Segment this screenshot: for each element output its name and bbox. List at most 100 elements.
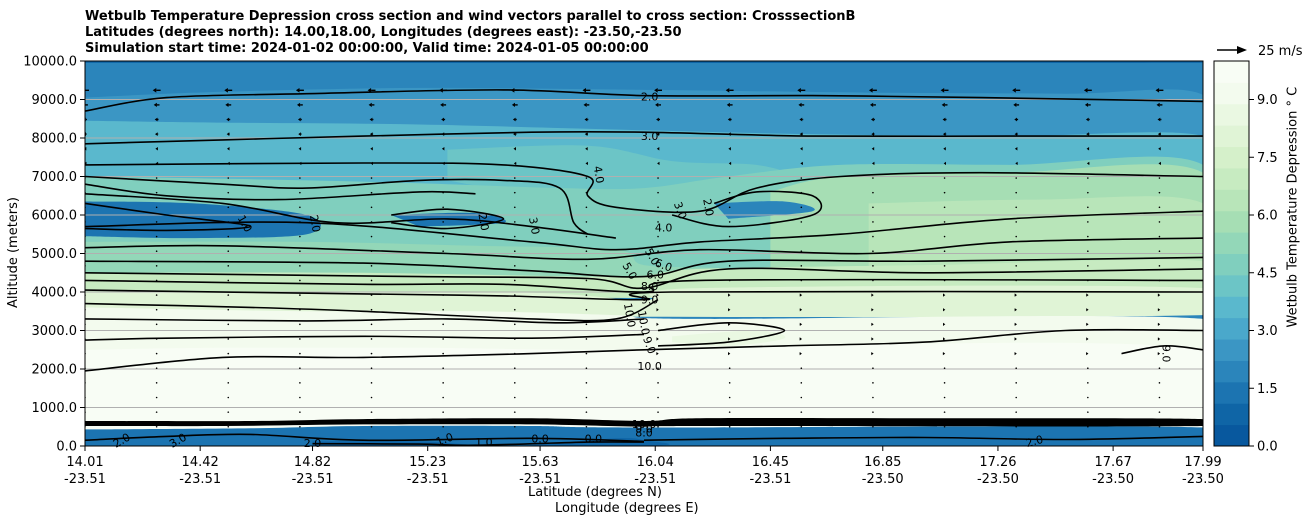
wind-vector-173 [1015, 279, 1017, 282]
colorbar-tick-label-5: 7.5 [1257, 151, 1278, 166]
wind-vector-102 [513, 338, 516, 340]
contour-label-11: 6.0 [653, 256, 674, 274]
wind-vector-356 [368, 102, 372, 107]
wind-vector-370 [224, 88, 228, 93]
wind-vector-181 [442, 265, 444, 267]
wind-vector-193 [155, 250, 158, 252]
wind-vector-382 [1083, 88, 1088, 93]
wind-vector-351 [1157, 117, 1161, 122]
wind-vector-242 [227, 206, 230, 209]
x-axis-label-longitude: Longitude (degrees E) [555, 501, 699, 516]
y-tick-label-6: 6000.0 [32, 209, 78, 224]
wind-vector-350 [1085, 117, 1089, 122]
wind-vector-374 [510, 88, 515, 93]
chart-title-line-1: Wetbulb Temperature Depression cross sec… [85, 9, 856, 24]
wind-vector-217 [728, 235, 731, 238]
wind-vector-369 [152, 88, 157, 93]
wind-vector-317 [1014, 147, 1018, 151]
x-tick-label-lat-3: 15.23 [409, 455, 446, 470]
wind-vector-178 [227, 265, 230, 267]
x-tick-label-lat-5: 16.04 [637, 455, 674, 470]
wind-vector-65 [155, 367, 158, 370]
wind-vector-211 [299, 235, 301, 238]
contour-label-23: 8.0 [635, 427, 653, 440]
wind-vector-57 [728, 382, 731, 384]
wind-vector-146 [227, 294, 230, 296]
wind-vector-332 [943, 132, 946, 136]
wind-vector-183 [585, 265, 588, 267]
wind-vector-365 [1013, 102, 1017, 107]
wind-vector-207 [1158, 250, 1161, 252]
wind-vector-222 [1087, 235, 1089, 238]
wind-vector-131 [299, 308, 301, 311]
wind-vector-45 [1015, 396, 1017, 399]
wind-vector-357 [440, 102, 444, 107]
wind-vector-257 [155, 191, 158, 194]
wind-vector-342 [512, 117, 516, 122]
x-tick-label-lon-5: -23.51 [634, 472, 676, 487]
colorbar-swatch-1 [1214, 403, 1249, 426]
wind-vector-150 [513, 294, 516, 296]
wind-vector-13 [1015, 425, 1017, 428]
y-tick-label-10: 10000.0 [23, 55, 77, 70]
contour-label-21: 10.0 [632, 418, 657, 431]
wind-vector-149 [442, 294, 444, 296]
x-tick-label-lat-4: 15.63 [521, 455, 558, 470]
wind-vector-368 [81, 88, 85, 93]
wind-vector-46 [1087, 396, 1089, 399]
chart-title-line-2: Latitudes (degrees north): 14.00,18.00, … [85, 25, 682, 40]
contour-label-5: 2.0 [475, 212, 491, 231]
wind-vector-347 [871, 117, 874, 122]
colorbar-swatch-14 [1214, 125, 1249, 148]
wind-vector-231 [585, 221, 588, 223]
x-tick-label-lat-2: 14.82 [294, 455, 331, 470]
x-tick-label-lon-6: -23.51 [749, 472, 791, 487]
wind-vector-239 [1158, 221, 1161, 223]
wind-vector-328 [656, 132, 660, 136]
wind-vector-94 [1086, 352, 1089, 356]
wind-vector-263 [585, 191, 588, 194]
wind-vector-147 [299, 294, 301, 296]
contour-label-19: 10.0 [637, 360, 662, 373]
wind-vector-353 [153, 102, 157, 107]
wind-vector-261 [442, 191, 444, 194]
wind-vector-205 [1015, 250, 1017, 252]
wind-vector-14 [1087, 425, 1089, 428]
colorbar-tick-label-3: 4.5 [1257, 266, 1278, 281]
wind-vector-295 [585, 161, 588, 166]
wind-vector-101 [442, 338, 444, 340]
wind-vector-9 [728, 425, 731, 428]
wind-vector-189 [1015, 265, 1017, 267]
wind-vector-95 [1157, 352, 1161, 356]
wind-vector-292 [370, 161, 373, 166]
wind-vector-270 [1087, 191, 1089, 194]
contour-line-22 [312, 441, 645, 446]
wind-vector-197 [442, 250, 444, 252]
wind-vector-100 [370, 338, 373, 340]
contour-line-8 [671, 190, 823, 228]
wind-reference-label: 25 m/s [1258, 44, 1303, 59]
wind-vector-329 [728, 132, 731, 136]
colorbar-tick-label-0: 0.0 [1257, 440, 1278, 455]
contour-label-13: 6.0 [646, 269, 664, 282]
wind-vector-134 [513, 308, 516, 311]
wind-vector-275 [299, 177, 301, 179]
y-tick-label-4: 4000.0 [32, 286, 78, 301]
wind-vector-30 [1087, 411, 1089, 413]
wind-vector-118 [513, 323, 516, 326]
wind-vector-174 [1087, 279, 1089, 282]
wind-vector-307 [298, 147, 302, 151]
wind-vector-325 [441, 132, 445, 136]
colorbar-swatch-15 [1214, 103, 1249, 126]
wind-vector-72 [657, 367, 659, 370]
wind-vector-121 [728, 322, 731, 326]
wind-vector-89 [728, 352, 731, 356]
wind-vector-323 [298, 132, 301, 136]
wind-vector-17 [155, 411, 158, 413]
wind-vector-127 [1157, 322, 1161, 326]
wind-vector-334 [1086, 132, 1089, 136]
wind-vector-171 [872, 279, 874, 282]
wind-vector-298 [800, 161, 803, 166]
wind-vector-366 [1084, 102, 1089, 107]
wind-vector-4 [370, 425, 373, 428]
